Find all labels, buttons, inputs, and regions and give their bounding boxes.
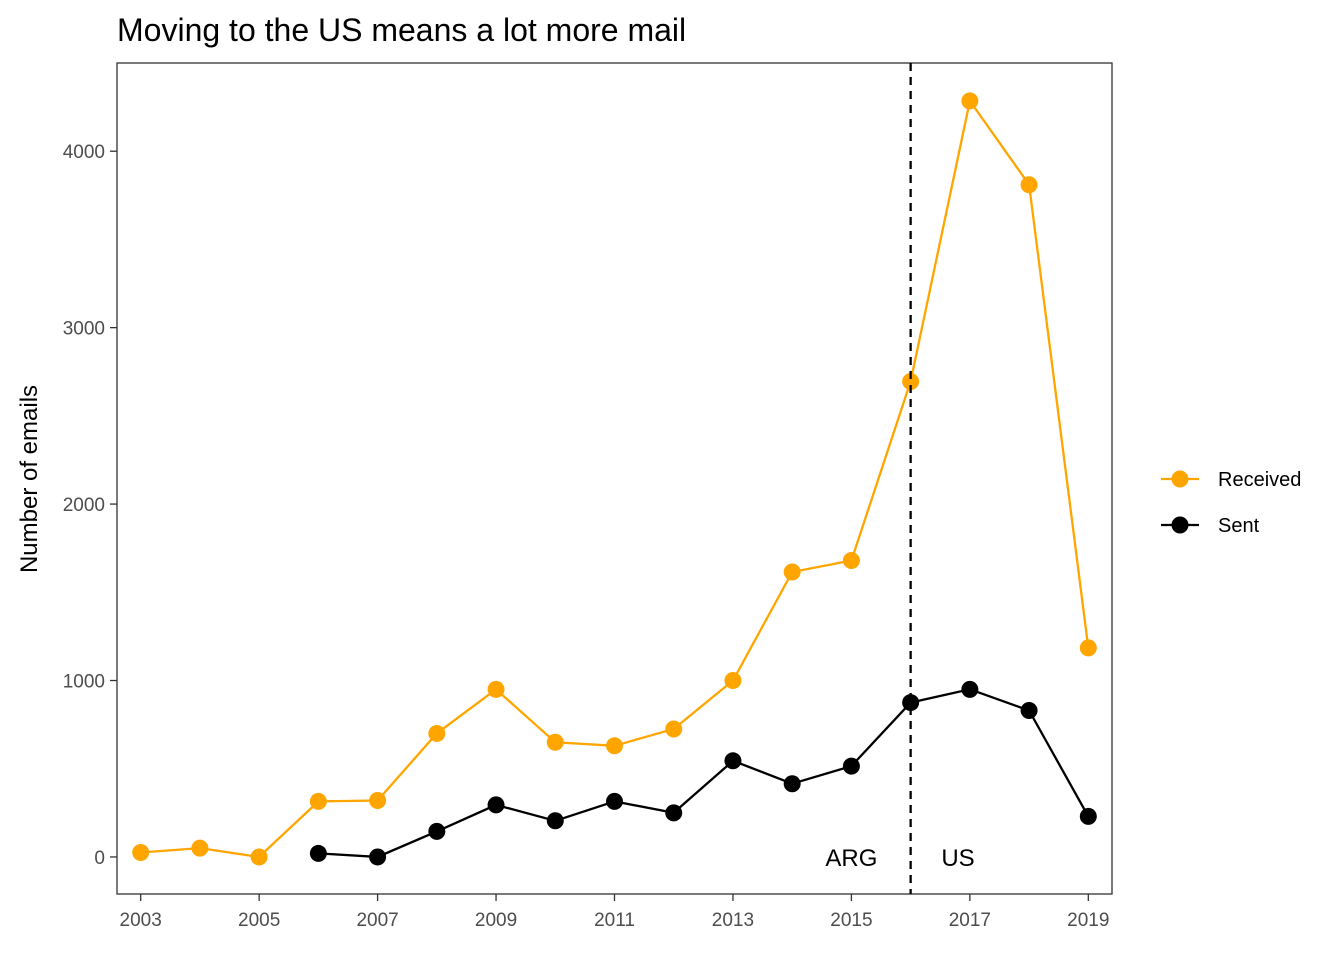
y-axis-title: Number of emails	[16, 385, 43, 573]
legend-label-sent: Sent	[1218, 515, 1260, 537]
data-point-received	[369, 791, 387, 809]
data-point-sent	[546, 812, 564, 830]
data-point-sent	[606, 792, 623, 810]
legend-label-received: Received	[1218, 469, 1301, 491]
data-point-received	[428, 724, 446, 742]
data-point-sent	[1020, 702, 1038, 720]
data-point-received	[606, 737, 623, 755]
annotation-layer: ARG US	[825, 845, 974, 872]
data-point-received	[546, 733, 564, 751]
data-point-received	[783, 563, 801, 581]
data-point-received	[1079, 639, 1097, 657]
x-tick-label: 2003	[120, 910, 162, 931]
data-point-received	[250, 848, 268, 866]
data-point-sent	[1079, 807, 1097, 825]
data-point-sent	[665, 804, 683, 822]
chart-title: Moving to the US means a lot more mail	[117, 12, 686, 48]
y-axis: 0 1000 2000 3000 4000	[63, 142, 117, 869]
data-point-received	[724, 672, 742, 690]
data-point-received	[191, 839, 209, 857]
data-point-sent	[961, 680, 979, 698]
x-tick-label: 2019	[1067, 910, 1109, 931]
data-point-received	[1020, 176, 1038, 194]
annotation-label: ARG	[825, 845, 877, 872]
data-point-sent	[369, 848, 387, 866]
annotation-label: US	[941, 845, 974, 872]
data-point-sent	[309, 844, 327, 862]
legend-key-point-received	[1171, 470, 1189, 488]
legend-key-point-sent	[1171, 516, 1189, 534]
x-tick-label: 2005	[238, 910, 280, 931]
data-point-sent	[842, 757, 860, 775]
x-tick-label: 2015	[830, 910, 872, 931]
data-point-received	[665, 720, 683, 738]
data-point-sent	[783, 775, 801, 793]
y-tick-label: 0	[94, 848, 105, 869]
data-point-sent	[428, 822, 446, 840]
x-tick-label: 2017	[949, 910, 991, 931]
data-point-sent	[487, 796, 505, 814]
series-line-sent	[318, 688, 1090, 859]
data-point-sent	[902, 694, 920, 712]
y-tick-label: 1000	[63, 672, 105, 693]
data-point-received	[842, 552, 860, 570]
data-point-received	[961, 92, 979, 110]
x-axis: 2003 2005 2007 2009 2011 2013 2015 2017 2019	[120, 894, 1109, 931]
y-tick-label: 4000	[63, 142, 105, 163]
data-point-received	[487, 680, 505, 698]
series-layer	[132, 92, 1097, 866]
legend: Received Sent	[1161, 469, 1301, 537]
y-tick-label: 3000	[63, 319, 105, 340]
data-point-received	[309, 792, 327, 810]
x-tick-label: 2009	[475, 910, 517, 931]
plot-panel	[116, 62, 1113, 895]
x-tick-label: 2013	[712, 910, 754, 931]
data-point-received	[132, 844, 150, 862]
data-point-sent	[724, 752, 742, 770]
data-point-received	[902, 372, 920, 390]
x-tick-label: 2007	[356, 910, 398, 931]
y-tick-label: 2000	[63, 495, 105, 516]
x-tick-label: 2011	[594, 910, 635, 931]
